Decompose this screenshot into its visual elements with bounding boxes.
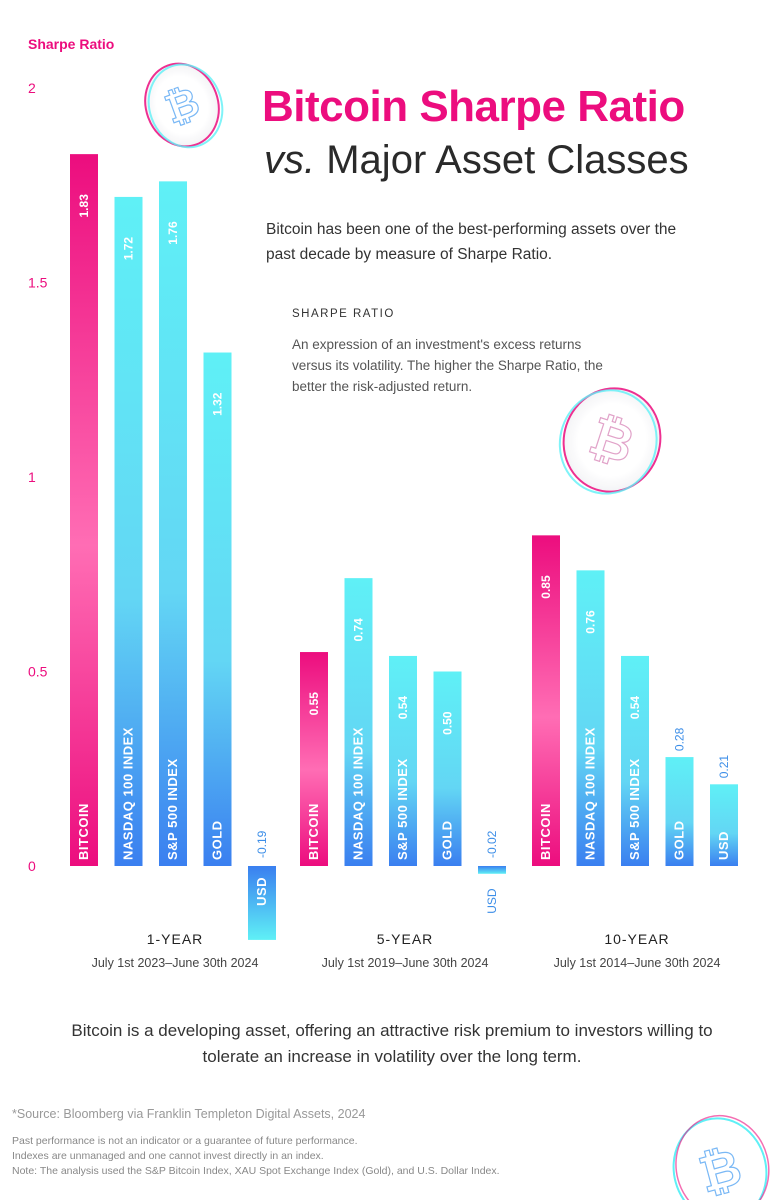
bar-value-label: 1.83	[77, 194, 91, 218]
title-rest: Major Asset Classes	[315, 138, 689, 182]
bar-value-label: 0.28	[673, 727, 687, 751]
bar-category-label: USD	[485, 888, 499, 914]
source-note: *Source: Bloomberg via Franklin Templeto…	[12, 1107, 366, 1121]
bar-value-label: 1.76	[166, 221, 180, 245]
group-date-range: July 1st 2014–June 30th 2024	[554, 956, 721, 970]
chart-subtitle: Bitcoin has been one of the best-perform…	[266, 221, 677, 263]
y-axis-ticks: 0 0.5 1 1.5 2	[28, 80, 48, 874]
bar-category-label: NASDAQ 100 INDEX	[583, 727, 598, 860]
y-tick-label: 2	[28, 80, 36, 96]
bar-s-p-500-index	[621, 655, 649, 866]
bitcoin-coin-icon: ₿	[672, 1114, 770, 1200]
y-tick-label: 1	[28, 469, 36, 485]
bar-value-label: 0.21	[717, 755, 731, 779]
bar-category-label: GOLD	[440, 820, 455, 860]
bar-value-label: 0.76	[584, 610, 598, 634]
y-axis-title: Sharpe Ratio	[28, 36, 115, 52]
bar-category-label: USD	[716, 831, 731, 860]
y-tick-label: 0	[28, 858, 36, 874]
bar-gold	[665, 757, 694, 866]
chart-title: Bitcoin Sharpe Ratio	[262, 82, 685, 131]
bar-gold	[433, 671, 462, 866]
bar-value-label: -0.19	[255, 830, 269, 858]
bar-s-p-500-index	[389, 655, 417, 866]
bitcoin-coin-icon: ₿	[144, 62, 224, 149]
bar-value-label: 0.74	[352, 618, 366, 642]
group-period-label: 5-YEAR	[377, 931, 434, 947]
bar-nasdaq-100-index	[344, 578, 373, 866]
bar-category-label: GOLD	[210, 820, 225, 860]
y-tick-label: 1.5	[28, 275, 48, 291]
bars-layer: BITCOIN 1.83 NASDAQ 100 INDEX 1.72 S&P 500 I…	[70, 154, 738, 940]
bar-category-label: NASDAQ 100 INDEX	[121, 727, 136, 860]
bar-category-label: BITCOIN	[538, 803, 553, 860]
disclaimer-line: Indexes are unmanaged and one cannot inv…	[12, 1150, 324, 1162]
bar-nasdaq-100-index	[576, 570, 605, 866]
y-tick-label: 0.5	[28, 664, 48, 680]
footer-statement: Bitcoin is a developing asset, offering …	[71, 1021, 713, 1066]
definition-body: An expression of an investment's excess …	[292, 337, 603, 394]
group-date-range: July 1st 2023–June 30th 2024	[92, 956, 259, 970]
sharpe-ratio-bar-chart: ₿ ₿ 0 0.5 1 1.5 2 BITCOIN 1.83 NASDAQ 100 INDE…	[28, 62, 738, 970]
title-vs: vs.	[264, 138, 316, 182]
bar-gold	[203, 352, 232, 866]
group-labels: 1-YEAR July 1st 2023–June 30th 2024 5-YEAR…	[92, 931, 721, 970]
bar-value-label: 0.55	[307, 692, 321, 716]
bar-usd	[248, 866, 276, 940]
bar-category-label: NASDAQ 100 INDEX	[351, 727, 366, 860]
bar-bitcoin	[300, 652, 328, 866]
bar-bitcoin	[532, 535, 560, 866]
bar-category-label: BITCOIN	[306, 803, 321, 860]
bar-category-label: USD	[254, 877, 269, 906]
bar-usd	[710, 784, 738, 866]
group-period-label: 10-YEAR	[604, 931, 669, 947]
group-date-range: July 1st 2019–June 30th 2024	[322, 956, 489, 970]
bar-category-label: S&P 500 INDEX	[395, 758, 410, 860]
bar-value-label: 0.54	[628, 696, 642, 720]
bar-s-p-500-index	[159, 181, 187, 867]
bar-value-label: -0.02	[485, 830, 499, 858]
bar-category-label: S&P 500 INDEX	[627, 758, 642, 860]
disclaimer: Past performance is not an indicator or …	[12, 1134, 572, 1179]
bar-usd	[478, 866, 506, 874]
bar-value-label: 1.32	[211, 392, 225, 416]
bar-category-label: BITCOIN	[76, 803, 91, 860]
bar-category-label: GOLD	[672, 820, 687, 860]
bar-category-label: S&P 500 INDEX	[165, 758, 180, 860]
disclaimer-line: Note: The analysis used the S&P Bitcoin …	[12, 1165, 500, 1177]
bar-value-label: 0.54	[396, 696, 410, 720]
bar-nasdaq-100-index	[114, 196, 143, 867]
bitcoin-coin-icon: ₿	[558, 387, 662, 495]
disclaimer-line: Past performance is not an indicator or …	[12, 1135, 358, 1147]
bar-bitcoin	[70, 154, 98, 866]
bar-value-label: 0.50	[441, 711, 455, 735]
bar-value-label: 0.85	[539, 575, 553, 599]
definition-heading: SHARPE RATIO	[292, 308, 395, 320]
chart-title-line2: vs. Major Asset Classes	[264, 138, 689, 183]
bar-value-label: 1.72	[122, 237, 136, 261]
group-period-label: 1-YEAR	[147, 931, 204, 947]
